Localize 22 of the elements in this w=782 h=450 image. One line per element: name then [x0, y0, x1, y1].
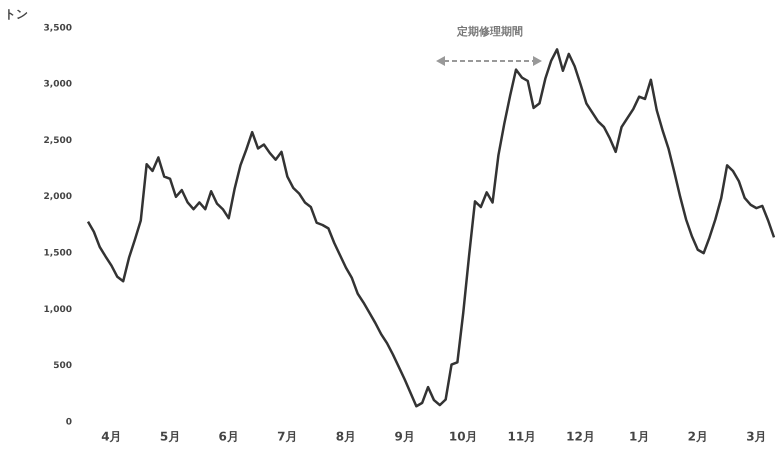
x-tick-label: 5月	[160, 429, 180, 444]
y-tick-label: 1,000	[44, 304, 72, 315]
y-tick-label: 3,500	[44, 23, 72, 34]
x-tick-label: 6月	[218, 429, 239, 444]
y-tick-label: 500	[53, 361, 72, 372]
annotation: 定期修理期間	[456, 24, 524, 39]
x-tick-label: 4月	[101, 429, 122, 444]
x-tick-label: 3月	[746, 429, 767, 444]
x-tick-label: 10月	[448, 429, 478, 444]
x-tick-label: 12月	[566, 429, 595, 444]
x-tick-label: 1月	[628, 429, 650, 444]
y-tick-label: 1,500	[44, 248, 72, 258]
y-axis-title: トン	[4, 6, 28, 23]
y-tick-label: 0	[66, 417, 72, 428]
x-tick-label: 2月	[688, 429, 708, 444]
y-tick-label: 3,000	[44, 80, 72, 90]
x-tick-label: 11月	[508, 429, 536, 444]
y-tick-label: 2,500	[44, 136, 72, 146]
y-tick-label: 2,000	[44, 192, 72, 202]
x-tick-label: 9月	[394, 429, 415, 444]
x-tick-label: 8月	[336, 429, 356, 444]
x-tick-label: 7月	[277, 429, 298, 444]
